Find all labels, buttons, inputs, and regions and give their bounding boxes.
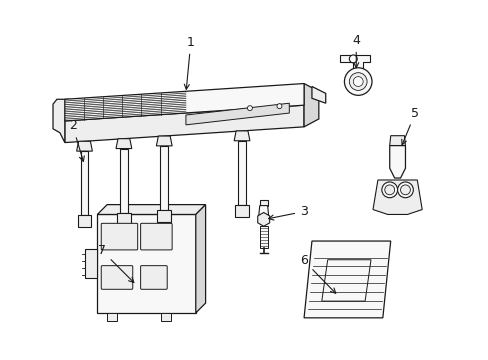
Polygon shape bbox=[311, 86, 325, 103]
Polygon shape bbox=[389, 136, 405, 145]
Circle shape bbox=[400, 185, 409, 195]
Circle shape bbox=[384, 185, 394, 195]
Polygon shape bbox=[65, 84, 304, 121]
Polygon shape bbox=[77, 141, 92, 151]
Polygon shape bbox=[85, 249, 97, 278]
Text: 3: 3 bbox=[268, 205, 307, 220]
Polygon shape bbox=[257, 212, 269, 226]
FancyBboxPatch shape bbox=[101, 266, 132, 289]
Polygon shape bbox=[120, 149, 127, 212]
Polygon shape bbox=[234, 131, 249, 141]
Circle shape bbox=[348, 73, 366, 90]
FancyBboxPatch shape bbox=[141, 223, 172, 250]
Circle shape bbox=[348, 55, 357, 63]
Polygon shape bbox=[304, 84, 318, 127]
Polygon shape bbox=[156, 136, 172, 146]
Polygon shape bbox=[157, 210, 171, 222]
Polygon shape bbox=[81, 151, 88, 215]
Polygon shape bbox=[259, 226, 267, 248]
Polygon shape bbox=[195, 204, 205, 313]
Polygon shape bbox=[65, 105, 304, 143]
Polygon shape bbox=[97, 215, 195, 313]
Circle shape bbox=[247, 106, 252, 111]
Circle shape bbox=[397, 182, 412, 198]
Polygon shape bbox=[235, 205, 248, 217]
Text: 1: 1 bbox=[184, 36, 194, 89]
Polygon shape bbox=[161, 313, 171, 321]
Text: 7: 7 bbox=[98, 244, 134, 283]
Polygon shape bbox=[160, 146, 168, 210]
Polygon shape bbox=[97, 204, 205, 215]
Polygon shape bbox=[238, 141, 245, 205]
Polygon shape bbox=[116, 139, 131, 149]
Text: 2: 2 bbox=[69, 120, 84, 161]
Circle shape bbox=[344, 68, 371, 95]
Circle shape bbox=[352, 77, 363, 86]
Polygon shape bbox=[304, 241, 390, 318]
Polygon shape bbox=[117, 212, 130, 224]
Polygon shape bbox=[372, 180, 421, 215]
Polygon shape bbox=[53, 99, 70, 143]
Polygon shape bbox=[389, 145, 405, 178]
Polygon shape bbox=[340, 55, 369, 72]
Polygon shape bbox=[259, 200, 267, 206]
Circle shape bbox=[381, 182, 397, 198]
FancyBboxPatch shape bbox=[101, 223, 138, 250]
Polygon shape bbox=[258, 206, 268, 215]
Polygon shape bbox=[185, 103, 289, 125]
Text: 6: 6 bbox=[300, 254, 335, 293]
Polygon shape bbox=[78, 215, 91, 227]
Text: 4: 4 bbox=[351, 34, 360, 68]
Polygon shape bbox=[107, 313, 117, 321]
FancyBboxPatch shape bbox=[141, 266, 167, 289]
Circle shape bbox=[276, 104, 282, 109]
Text: 5: 5 bbox=[401, 107, 419, 145]
